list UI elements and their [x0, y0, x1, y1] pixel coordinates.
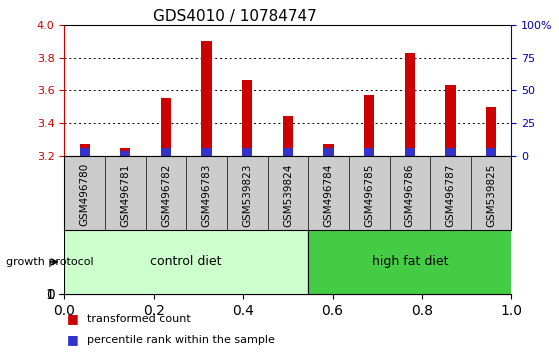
Bar — [120, 148, 130, 156]
Bar — [242, 148, 252, 156]
Bar — [324, 148, 334, 156]
Bar — [161, 98, 171, 156]
Bar — [201, 41, 212, 156]
Text: ■: ■ — [67, 333, 79, 346]
Text: GSM539824: GSM539824 — [283, 163, 293, 227]
Text: GSM496781: GSM496781 — [120, 163, 130, 227]
Text: GSM496780: GSM496780 — [79, 163, 89, 227]
Text: GSM496784: GSM496784 — [324, 163, 334, 227]
Bar — [64, 230, 308, 294]
Bar — [446, 148, 456, 156]
Text: ■: ■ — [67, 312, 79, 325]
Text: control diet: control diet — [150, 256, 222, 268]
Bar — [405, 148, 415, 156]
Bar — [446, 85, 456, 156]
Bar — [308, 230, 532, 294]
Bar — [283, 148, 293, 156]
Bar — [201, 148, 212, 156]
Bar — [364, 95, 375, 156]
Text: GSM496787: GSM496787 — [446, 163, 456, 227]
Bar — [486, 107, 496, 156]
Text: transformed count: transformed count — [87, 314, 191, 324]
Bar — [364, 148, 375, 156]
Bar — [79, 148, 89, 156]
Bar — [405, 53, 415, 156]
Text: GSM496786: GSM496786 — [405, 163, 415, 227]
Bar — [120, 150, 130, 156]
Bar — [486, 148, 496, 156]
Bar — [161, 148, 171, 156]
Text: high fat diet: high fat diet — [372, 256, 448, 268]
Bar — [324, 144, 334, 156]
Text: GSM539823: GSM539823 — [242, 163, 252, 227]
Text: percentile rank within the sample: percentile rank within the sample — [87, 335, 274, 345]
Bar — [242, 80, 252, 156]
Text: GSM496785: GSM496785 — [364, 163, 374, 227]
Bar — [283, 116, 293, 156]
Text: growth protocol: growth protocol — [6, 257, 93, 267]
Text: GSM496783: GSM496783 — [202, 163, 211, 227]
Text: GDS4010 / 10784747: GDS4010 / 10784747 — [153, 9, 316, 24]
Text: GSM539825: GSM539825 — [486, 163, 496, 227]
Text: GSM496782: GSM496782 — [161, 163, 171, 227]
Bar — [79, 144, 89, 156]
